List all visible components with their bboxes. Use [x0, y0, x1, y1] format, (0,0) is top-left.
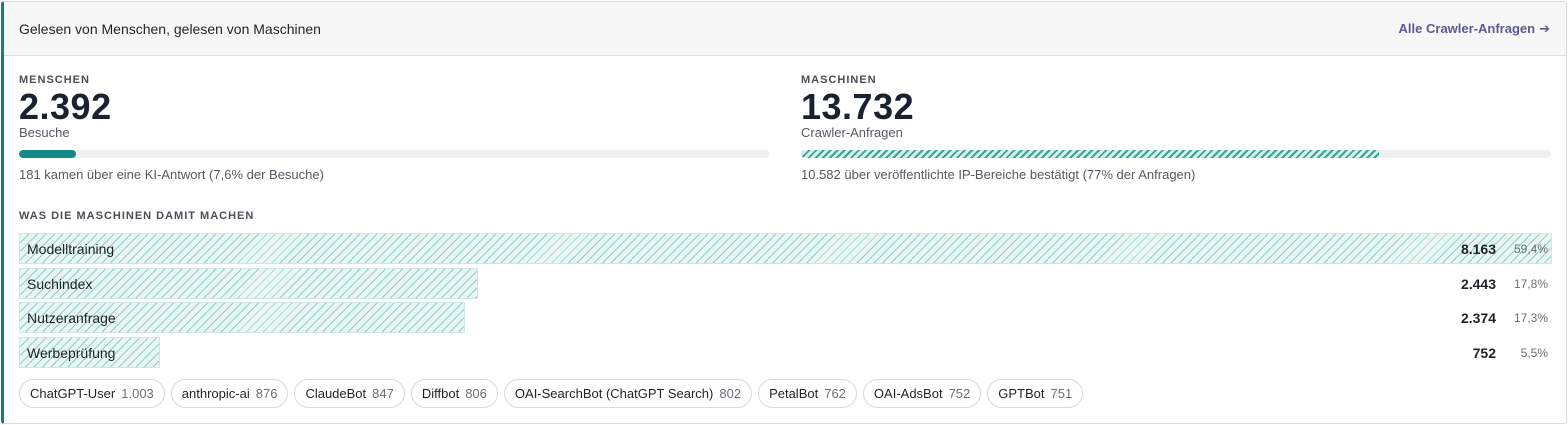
- crawler-chip-name: OAI-AdsBot: [873, 386, 943, 401]
- humans-kicker: MENSCHEN: [19, 74, 90, 86]
- purpose-label: Nutzeranfrage: [27, 310, 116, 326]
- card-title: Gelesen von Menschen, gelesen von Maschi…: [19, 20, 321, 37]
- crawler-chip-count: 1.003: [121, 386, 154, 401]
- crawler-chip-count: 762: [824, 386, 846, 401]
- metrics-row: MENSCHEN 2.392 Besuche 181 kamen über ei…: [4, 56, 1566, 206]
- crawler-chip-name: GPTBot: [998, 386, 1045, 401]
- crawler-chip-name: Diffbot: [421, 386, 460, 401]
- crawler-chip-claudebot[interactable]: ClaudeBot 847: [294, 379, 405, 408]
- crawler-chip-name: PetalBot: [769, 386, 819, 401]
- purpose-count: 2.443: [1460, 275, 1496, 292]
- humans-note: 181 kamen über eine KI-Antwort (7,6% der…: [19, 167, 324, 182]
- crawler-chip-petalbot[interactable]: PetalBot 762: [758, 379, 857, 408]
- crawler-chip-anthropic-ai[interactable]: anthropic-ai 876: [170, 379, 289, 408]
- arrow-right-icon: ➔: [1539, 20, 1550, 36]
- humans-metric: MENSCHEN 2.392 Besuche 181 kamen über ei…: [19, 74, 769, 182]
- machines-value: 13.732: [801, 86, 915, 127]
- crawler-chip-count: 751: [1050, 386, 1073, 401]
- card-header: Gelesen von Menschen, gelesen von Maschi…: [4, 2, 1566, 56]
- machines-unit: Crawler-Anfragen: [801, 125, 903, 140]
- machines-kicker: MASCHINEN: [801, 74, 877, 86]
- crawler-chip-gptbot[interactable]: GPTBot 751: [987, 379, 1084, 408]
- purpose-row-user-request: Nutzeranfrage 2.374 17,3%: [19, 302, 1552, 333]
- crawler-chips: ChatGPT-User 1.003 anthropic-ai 876 Claude…: [19, 379, 1084, 408]
- purpose-row-ad-review: Werbeprüfung 752 5,5%: [19, 336, 1552, 368]
- purpose-percent: 17,3%: [1513, 311, 1548, 325]
- humans-value: 2.392: [19, 86, 112, 127]
- crawler-chip-name: anthropic-ai: [181, 386, 250, 401]
- all-crawler-requests-link[interactable]: Alle Crawler-Anfragen ➔: [1399, 21, 1550, 37]
- machines-note: 10.582 über veröffentlichte IP-Bereiche …: [801, 167, 1196, 182]
- all-crawler-requests-label: Alle Crawler-Anfragen: [1398, 20, 1536, 36]
- crawler-chip-count: 752: [948, 386, 971, 401]
- crawler-chip-oai-searchbot[interactable]: OAI-SearchBot (ChatGPT Search) 802: [503, 379, 753, 408]
- crawler-chip-count: 847: [372, 386, 394, 401]
- purpose-count: 752: [1472, 344, 1496, 361]
- purpose-count: 8.163: [1460, 241, 1496, 257]
- purpose-label: Modelltraining: [27, 241, 115, 257]
- crawler-chip-name: OAI-SearchBot (ChatGPT Search): [514, 386, 714, 401]
- machines-metric: MASCHINEN 13.732 Crawler-Anfragen 10.582…: [801, 74, 1551, 182]
- purpose-row-training: Modelltraining 8.163 59,4%: [19, 233, 1552, 264]
- purposes-kicker: WAS DIE MASCHINEN DAMIT MACHEN: [19, 210, 255, 222]
- purpose-percent: 5,5%: [1520, 345, 1548, 360]
- humans-unit: Besuche: [19, 125, 70, 140]
- crawler-chip-count: 802: [719, 386, 742, 401]
- machines-bar-track: [801, 150, 1551, 158]
- crawler-chip-chatgpt-user[interactable]: ChatGPT-User 1.003: [19, 379, 165, 408]
- purpose-bar: [19, 233, 1552, 264]
- crawler-chip-count: 876: [255, 386, 278, 401]
- purpose-percent: 17,8%: [1513, 276, 1548, 291]
- humans-bar-track: [19, 150, 769, 158]
- purpose-bar: [19, 336, 161, 368]
- purpose-row-search-index: Suchindex 2.443 17,8%: [19, 267, 1552, 299]
- purpose-list: Modelltraining 8.163 59,4% Suchindex 2.4…: [19, 233, 1552, 371]
- purpose-label: Werbeprüfung: [27, 344, 116, 361]
- machines-bar-fill: [801, 150, 1379, 158]
- crawler-chip-name: ChatGPT-User: [30, 386, 116, 401]
- purpose-percent: 59,4%: [1513, 242, 1548, 256]
- purpose-bar: [19, 302, 465, 333]
- crawler-chip-name: ClaudeBot: [305, 386, 367, 401]
- purpose-label: Suchindex: [27, 275, 93, 292]
- crawler-chip-oai-adsbot[interactable]: OAI-AdsBot 752: [862, 379, 982, 408]
- humans-bar-fill: [19, 150, 76, 158]
- crawler-chip-diffbot[interactable]: Diffbot 806: [410, 379, 498, 408]
- purpose-bar: [19, 267, 478, 299]
- crawler-chip-count: 806: [465, 386, 487, 401]
- purpose-count: 2.374: [1460, 310, 1496, 326]
